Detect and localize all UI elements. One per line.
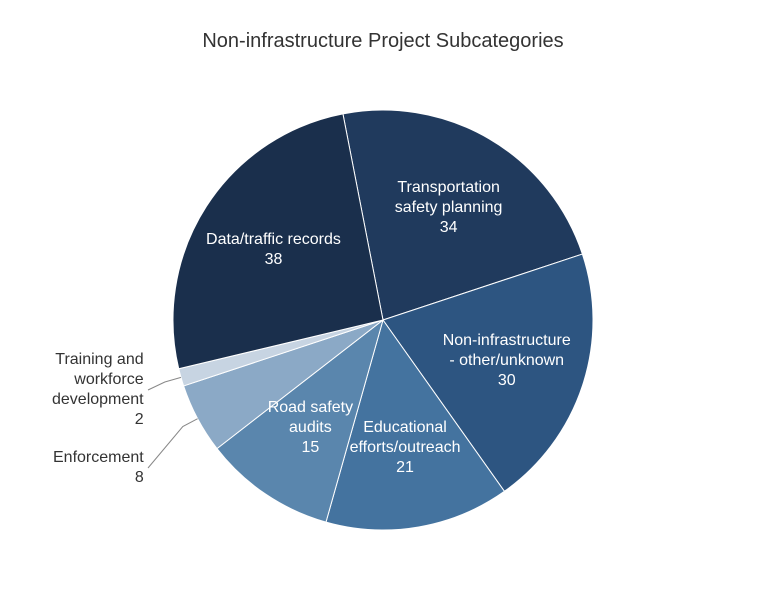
pie-chart (0, 0, 766, 595)
chart-container: { "chart": { "type": "pie", "title": "No… (0, 0, 766, 595)
callout-line (148, 419, 198, 468)
callout-label: Enforcement 8 (53, 448, 144, 488)
callout-label: Training and workforce development 2 (52, 350, 144, 430)
slice-label: Road safety audits 15 (268, 398, 353, 458)
slice-label: Educational efforts/outreach 21 (350, 418, 461, 478)
callout-line (148, 377, 181, 390)
slice-label: Transportation safety planning 34 (395, 178, 503, 238)
slice-label: Data/traffic records 38 (206, 230, 341, 270)
slice-label: Non-infrastructure - other/unknown 30 (443, 331, 571, 391)
